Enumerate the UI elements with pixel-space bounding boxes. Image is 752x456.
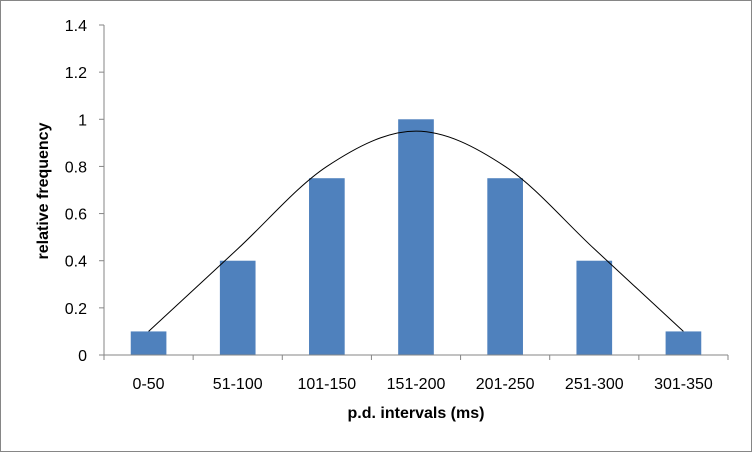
x-tick-label: 301-350 <box>654 376 713 393</box>
bar-201-250 <box>487 178 523 355</box>
bar-51-100 <box>219 260 256 355</box>
x-tick-label: 51-100 <box>213 376 263 393</box>
x-axis-title: p.d. intervals (ms) <box>348 405 485 422</box>
y-tick-label: 0.6 <box>65 207 87 224</box>
x-tick-label: 0-50 <box>133 376 165 393</box>
y-tick-label: 0.2 <box>65 301 87 318</box>
y-axis-title: relative frequency <box>35 122 52 259</box>
tick-marks <box>99 24 729 360</box>
y-tick-label: 0.8 <box>65 159 87 176</box>
y-tick-label: 1.4 <box>65 18 87 35</box>
y-tick-label: 1 <box>78 112 87 129</box>
bar-301-350 <box>665 331 702 355</box>
y-tick-labels: 0 0.2 0.4 0.6 0.8 1 1.2 1.4 <box>65 18 87 365</box>
y-tick-label: 1.2 <box>65 65 87 82</box>
bar-151-200 <box>398 119 434 356</box>
x-tick-label: 151-200 <box>387 376 446 393</box>
bar-251-300 <box>576 260 613 355</box>
bar-101-150 <box>309 178 345 355</box>
curve-line <box>148 130 684 332</box>
x-tick-label: 101-150 <box>297 376 356 393</box>
x-tick-labels: 0-50 51-100 101-150 151-200 201-250 251-300 30… <box>133 376 713 393</box>
axes <box>103 25 728 356</box>
fitted-curve <box>148 130 684 332</box>
y-tick-label: 0 <box>78 348 87 365</box>
x-tick-label: 251-300 <box>565 376 624 393</box>
bars <box>130 119 702 356</box>
x-tick-label: 201-250 <box>476 376 535 393</box>
bar-0-50 <box>130 331 167 355</box>
y-tick-label: 0.4 <box>65 254 87 271</box>
